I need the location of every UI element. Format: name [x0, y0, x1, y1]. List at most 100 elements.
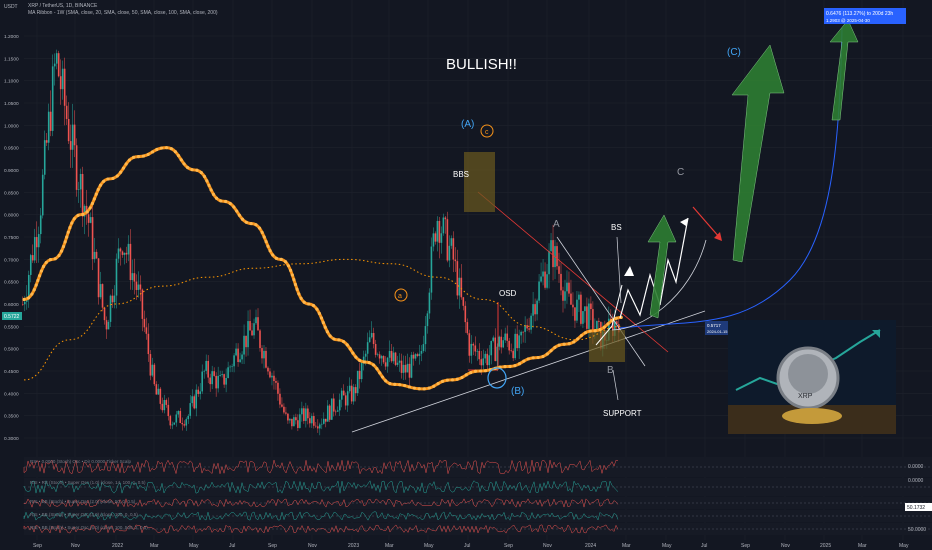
sma-20-marker — [526, 357, 530, 361]
sma-20-marker — [545, 352, 549, 356]
chart-header: XRP / TetherUS, 1D, BINANCE MA Ribbon - … — [28, 3, 218, 17]
candle-body — [145, 327, 148, 334]
price-tag-small-text: 0.5717 — [707, 323, 721, 328]
candle-body — [131, 273, 134, 281]
candle-body — [211, 371, 213, 385]
candle-body — [225, 377, 227, 385]
sma-20-marker — [572, 340, 576, 344]
candle-body — [380, 355, 383, 359]
candle-body — [67, 118, 70, 142]
time-tick-label: Mar — [622, 543, 631, 549]
candle-body — [590, 303, 592, 310]
candle-body — [436, 220, 439, 242]
candle-body — [514, 333, 516, 359]
sma-20-marker — [53, 257, 57, 261]
candle-body — [243, 335, 245, 355]
candle-body — [342, 390, 345, 396]
candle-body — [526, 325, 528, 329]
candle-body — [550, 240, 552, 252]
candle-body — [241, 354, 243, 360]
sma-20-marker — [155, 147, 159, 152]
candle-body — [239, 359, 241, 362]
sma-20-marker — [503, 365, 507, 369]
support-pointer — [612, 369, 619, 401]
candle-body — [390, 350, 393, 362]
candle-body — [410, 354, 413, 378]
candle-body — [378, 354, 381, 359]
sma-20-marker — [315, 307, 319, 311]
sma-20-marker — [606, 322, 610, 326]
candle-body — [311, 416, 313, 424]
price-tick-label: 0.3000 — [4, 436, 19, 442]
candle-body — [366, 342, 369, 354]
time-tick-label: Sep — [741, 543, 750, 549]
sma-20-marker — [588, 329, 592, 333]
indicator-label: RSI • 0.0000 (Stoch) Osc • Dir 0.0000 Ti… — [30, 459, 131, 464]
sma-20-marker — [37, 274, 42, 278]
candle-body — [165, 400, 168, 405]
candle-body — [394, 352, 397, 365]
candle-body — [470, 343, 473, 356]
candle-body — [418, 353, 421, 356]
sma-20-marker — [417, 387, 421, 391]
candle-body — [43, 140, 46, 175]
price-tick-label: 0.7500 — [4, 235, 19, 241]
candle-body — [592, 309, 594, 332]
candle-body — [63, 68, 66, 106]
wave-b-ellipse — [487, 367, 507, 389]
candle-body — [570, 293, 572, 305]
candle-body — [344, 395, 347, 406]
sma-20-marker — [207, 183, 211, 188]
candle-body — [149, 354, 152, 376]
candle-body — [376, 354, 379, 355]
candle-body — [552, 240, 554, 268]
sma-20-marker — [264, 240, 268, 244]
candle-body — [540, 276, 542, 282]
bbs-box — [464, 152, 495, 212]
candle-body — [562, 290, 564, 301]
candle-body — [235, 348, 237, 356]
candle-body — [334, 411, 337, 413]
candle-body — [572, 304, 574, 308]
candle-body — [223, 374, 225, 385]
candle-body — [169, 416, 172, 426]
candle-body — [384, 362, 387, 367]
sma-20-marker — [549, 349, 553, 353]
candle-body — [287, 413, 289, 421]
sma-20-marker — [412, 386, 416, 390]
price-tag-small-date: 2024-01-15 — [707, 329, 728, 334]
wave-c-label: C — [677, 167, 684, 178]
candle-body — [532, 304, 534, 316]
candle-body — [444, 217, 447, 220]
candle-body — [57, 53, 60, 77]
sma-20-marker — [311, 303, 316, 308]
candle-body — [227, 367, 229, 378]
sma-20-marker — [121, 166, 126, 170]
candle-body — [313, 416, 315, 426]
candle-body — [386, 357, 389, 367]
candle-body — [161, 403, 164, 411]
candle-body — [163, 400, 166, 411]
candle-body — [283, 406, 285, 413]
time-tick-label: Jul — [701, 543, 707, 549]
candle-body — [257, 317, 259, 331]
sma-20-marker — [354, 355, 358, 359]
candle-body — [301, 408, 303, 415]
indicator-panel — [24, 510, 932, 522]
sma-20-marker — [237, 213, 242, 217]
sma-20-marker — [432, 384, 436, 388]
candle-body — [155, 384, 158, 395]
candle-body — [472, 343, 475, 346]
price-tick-label: 0.7000 — [4, 257, 19, 263]
candle-body — [440, 233, 443, 243]
sma-20-marker — [70, 221, 74, 225]
candle-body — [203, 370, 205, 372]
candle-body — [544, 271, 546, 288]
candle-body — [141, 289, 144, 319]
candle-body — [518, 335, 520, 349]
candle-body — [121, 251, 124, 255]
wave-a-down-line — [556, 236, 646, 367]
indicator-panel — [24, 457, 932, 477]
sma-20-marker — [345, 343, 349, 347]
